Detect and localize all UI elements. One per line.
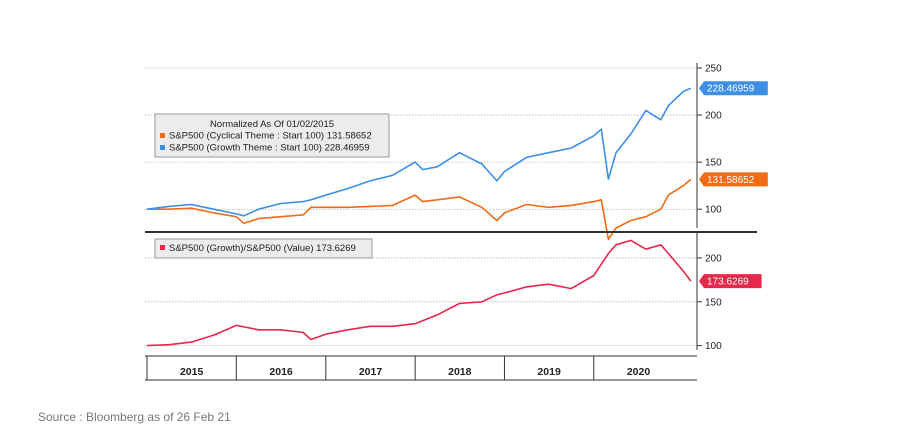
x-axis-year-label: 2020 bbox=[627, 366, 651, 378]
x-axis: 2015 2016 2017 2018 2019 2020 bbox=[145, 355, 697, 381]
legend-label-ratio: S&P500 (Growth)/S&P500 (Value) 173.6269 bbox=[169, 243, 356, 254]
top-series-line-2 bbox=[146, 87, 692, 217]
legend-label-cyclical: S&P500 (Cyclical Theme : Start 100) 131.… bbox=[169, 131, 372, 142]
source-note: Source : Bloomberg as of 26 Feb 21 bbox=[38, 410, 231, 424]
bottom-legend: S&P500 (Growth)/S&P500 (Value) 173.6269 bbox=[154, 238, 373, 259]
top-legend-box bbox=[154, 113, 390, 158]
x-axis-year-label: 2018 bbox=[448, 366, 472, 378]
top-last-value-marker bbox=[699, 81, 768, 96]
top-last-value-tag-1: 131.58652 bbox=[699, 172, 768, 187]
top-y-tick-label: 200 bbox=[705, 111, 722, 122]
legend-label-growth: S&P500 (Growth Theme : Start 100) 228.46… bbox=[169, 143, 370, 154]
top-y-tick-label: 100 bbox=[705, 205, 722, 216]
bot-series-line-1 bbox=[146, 239, 692, 347]
bottom-last-value-tags: 173.6269 bbox=[699, 274, 762, 289]
bot-last-value-marker bbox=[699, 274, 762, 289]
top-y-axis: 100 150 200 250 bbox=[696, 63, 722, 228]
x-axis-year-label: 2019 bbox=[537, 366, 561, 378]
bot-last-value-tag-1: 173.6269 bbox=[699, 274, 762, 289]
legend-swatch-ratio bbox=[160, 245, 165, 250]
top-series-lines bbox=[146, 87, 692, 241]
top-panel: 100 150 200 250 Normalized As Of 01/02/2015… bbox=[145, 63, 768, 241]
top-gridlines bbox=[145, 67, 697, 210]
top-last-value-marker bbox=[699, 172, 768, 187]
bottom-gridlines bbox=[145, 257, 697, 346]
bottom-panel: 100 150 200 S&P500 (Growth)/S&P500 (Value)… bbox=[145, 231, 762, 352]
bot-y-tick-label: 150 bbox=[705, 297, 722, 308]
top-series-line-1 bbox=[147, 178, 692, 241]
bottom-legend-box bbox=[154, 238, 373, 259]
top-last-value-label: 131.58652 bbox=[707, 175, 755, 186]
bottom-y-axis: 100 150 200 bbox=[696, 231, 722, 352]
top-last-value-tags: 131.58652 228.46959 bbox=[699, 81, 768, 187]
top-y-tick-label: 250 bbox=[705, 64, 722, 75]
x-axis-ticks: 2015 2016 2017 2018 2019 2020 bbox=[146, 356, 651, 380]
x-axis-year-label: 2015 bbox=[180, 366, 204, 378]
bot-y-tick-label: 100 bbox=[705, 341, 722, 352]
legend-swatch-cyclical bbox=[160, 133, 165, 138]
bot-y-tick-label: 200 bbox=[705, 253, 722, 264]
x-axis-year-label: 2016 bbox=[269, 366, 293, 378]
legend-swatch-growth bbox=[160, 145, 165, 150]
top-last-value-tag-2: 228.46959 bbox=[699, 81, 768, 96]
bot-last-value-label: 173.6269 bbox=[707, 277, 749, 288]
x-axis-year-label: 2017 bbox=[359, 366, 383, 378]
bottom-series-lines bbox=[146, 239, 692, 347]
top-y-tick-label: 150 bbox=[705, 158, 722, 169]
top-legend: Normalized As Of 01/02/2015 S&P500 (Cycl… bbox=[154, 113, 390, 158]
top-legend-title: Normalized As Of 01/02/2015 bbox=[210, 119, 334, 130]
top-last-value-label: 228.46959 bbox=[707, 84, 755, 95]
